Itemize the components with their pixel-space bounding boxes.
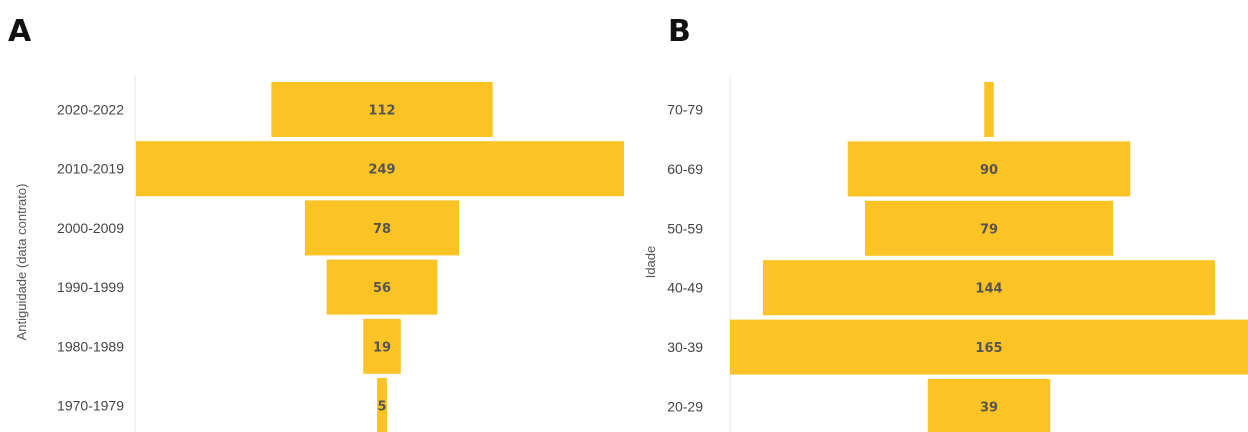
age-bar-40-49 xyxy=(762,260,1216,316)
seniority-bar-2020-2022 xyxy=(271,82,493,137)
y-tick-label: 1980-1989 xyxy=(57,338,124,354)
seniority-bar-1980-1989 xyxy=(363,318,401,374)
y-tick-label: 60-69 xyxy=(667,161,703,177)
y-tick-label: 1970-1979 xyxy=(57,398,124,414)
bar-value-label: 90 xyxy=(980,163,998,178)
y-tick-label: 30-39 xyxy=(667,339,703,355)
age-bar-20-29 xyxy=(927,379,1051,432)
seniority-funnel-chart: Antiguidade (data contrato) 2020-2022 112 2… xyxy=(14,75,624,432)
seniority-bar-2000-2009 xyxy=(304,200,460,256)
bar-value-label: 79 xyxy=(980,222,998,237)
bar-value-label: 78 xyxy=(373,222,391,237)
seniority-bar-2010-2019 xyxy=(136,141,624,197)
y-axis-title: Idade xyxy=(643,246,658,279)
y-tick-label: 70-79 xyxy=(667,102,703,118)
age-bar-30-39 xyxy=(730,319,1248,375)
y-tick-label: 20-29 xyxy=(667,399,703,415)
panel-b-letter: B xyxy=(668,14,692,49)
age-bar-60-69 xyxy=(847,141,1131,197)
y-tick-label: 2020-2022 xyxy=(57,102,124,118)
y-tick-label: 40-49 xyxy=(667,280,703,296)
age-funnel-chart: Idade 70-79 60-69 90 50-59 79 40-49 144 30-39 165… xyxy=(643,75,1248,432)
y-tick-label: 2010-2019 xyxy=(57,161,124,177)
bar-value-label: 144 xyxy=(975,282,1002,297)
seniority-bar-1990-1999 xyxy=(326,259,438,315)
bar-value-label: 19 xyxy=(373,340,391,355)
age-bar-70-79 xyxy=(984,82,994,137)
age-bar-50-59 xyxy=(864,200,1114,256)
bar-value-label: 249 xyxy=(368,163,395,178)
y-tick-label: 50-59 xyxy=(667,220,703,236)
bar-value-label: 165 xyxy=(975,341,1002,356)
bar-value-label: 112 xyxy=(368,104,395,119)
y-axis-title: Antiguidade (data contrato) xyxy=(14,184,29,341)
seniority-bar-1970-1979 xyxy=(377,378,387,432)
panel-a-letter: A xyxy=(8,14,33,49)
y-tick-label: 1990-1999 xyxy=(57,279,124,295)
bar-value-label: 56 xyxy=(373,281,391,296)
y-tick-label: 2000-2009 xyxy=(57,220,124,236)
bar-value-label: 39 xyxy=(980,401,998,416)
bar-value-label: 5 xyxy=(377,400,386,415)
